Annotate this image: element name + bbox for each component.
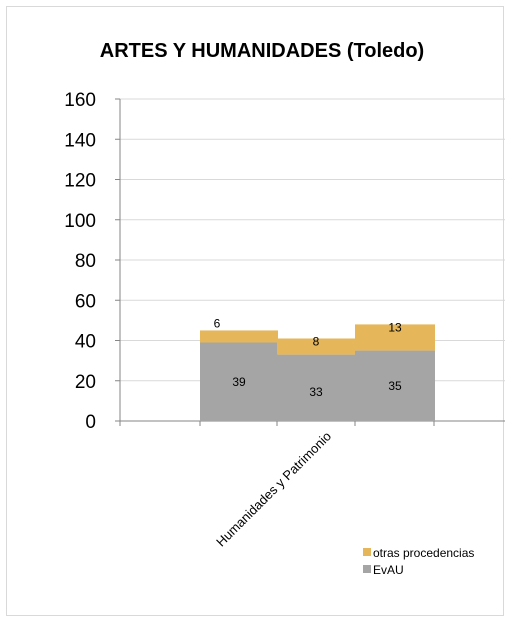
legend-swatch: [363, 548, 371, 556]
bar-evau: [200, 342, 278, 421]
x-tick-labels: Humanidades y Patrimonio: [213, 429, 334, 550]
x-tick-label: Humanidades y Patrimonio: [213, 429, 334, 550]
y-tick-label: 20: [75, 372, 96, 393]
legend-label: otras procedencias: [373, 546, 474, 560]
data-label-evau: 35: [388, 379, 402, 393]
data-label-evau: 33: [309, 385, 323, 399]
bar-otras-procedencias: [200, 330, 278, 343]
chart-title: ARTES Y HUMANIDADES (Toledo): [100, 40, 424, 62]
bar-evau: [277, 354, 355, 421]
y-tick-label: 0: [85, 412, 96, 433]
y-tick-label: 80: [75, 251, 96, 272]
y-tick-label: 40: [75, 332, 96, 353]
data-label-evau: 39: [232, 375, 246, 389]
y-tick-label: 120: [64, 171, 96, 192]
y-tick-label: 60: [75, 291, 96, 312]
y-tick-label: 100: [64, 211, 96, 232]
y-tick-label: 140: [64, 130, 96, 151]
data-label-otras-procedencias: 13: [388, 320, 402, 334]
legend-swatch: [363, 565, 371, 573]
data-label-otras-procedencias: 6: [214, 316, 221, 330]
y-tick-labels: 0 20 40 60 80 100 120 140 160: [64, 90, 96, 433]
data-label-otras-procedencias: 8: [313, 334, 320, 348]
legend-label: EvAU: [373, 563, 404, 577]
bar-evau: [355, 350, 435, 421]
bar-otras-procedencias: [355, 324, 435, 351]
gridlines: [120, 98, 505, 382]
chart-frame: [6, 6, 504, 616]
bar-otras-procedencias: [277, 338, 355, 355]
legend: otras procedencias EvAU: [363, 546, 474, 577]
bars: 39 6 33 8 35 13: [200, 316, 435, 421]
y-tick-label: 160: [64, 90, 96, 111]
